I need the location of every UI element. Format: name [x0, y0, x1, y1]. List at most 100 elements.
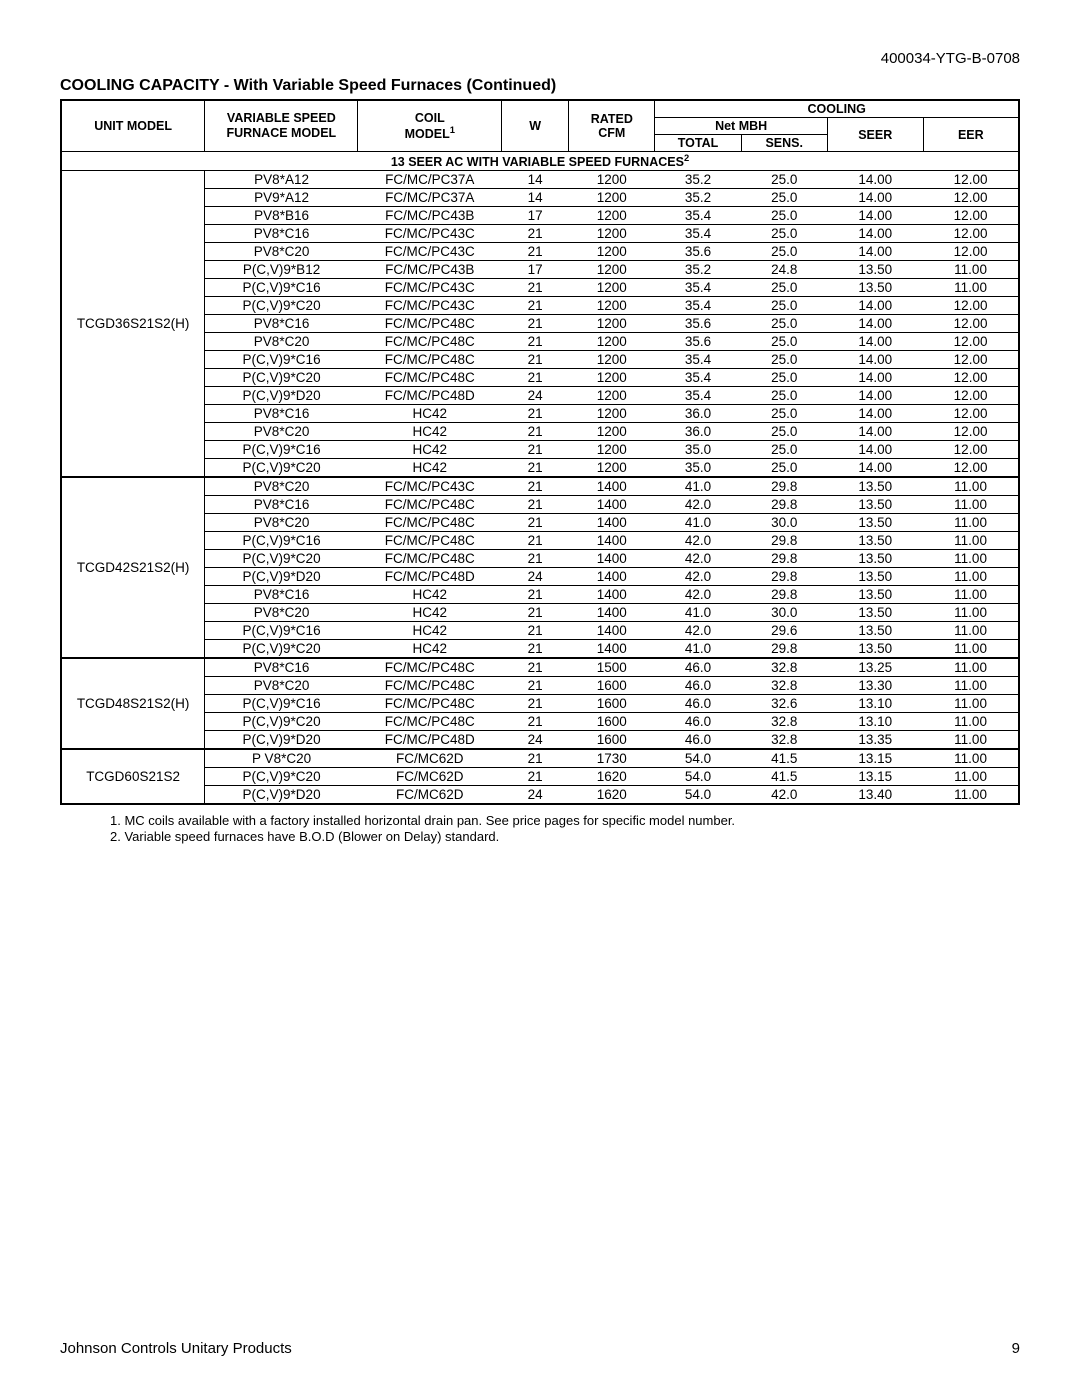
data-cell: 13.50 — [827, 477, 923, 496]
data-cell: 25.0 — [741, 387, 827, 405]
data-cell: 12.00 — [923, 225, 1019, 243]
data-cell: FC/MC/PC43C — [358, 225, 502, 243]
data-cell: PV8*B16 — [205, 207, 358, 225]
data-cell: 11.00 — [923, 677, 1019, 695]
unit-model-cell: TCGD36S21S2(H) — [61, 171, 205, 478]
data-cell: P(C,V)9*C20 — [205, 640, 358, 659]
th-w: W — [502, 100, 569, 152]
data-cell: 14.00 — [827, 441, 923, 459]
data-cell: 1200 — [569, 243, 655, 261]
data-cell: HC42 — [358, 441, 502, 459]
data-cell: 1400 — [569, 604, 655, 622]
page: 400034-YTG-B-0708 COOLING CAPACITY - Wit… — [0, 0, 1080, 1397]
data-cell: 11.00 — [923, 532, 1019, 550]
data-cell: P(C,V)9*C20 — [205, 713, 358, 731]
data-cell: 11.00 — [923, 496, 1019, 514]
data-cell: FC/MC/PC48C — [358, 658, 502, 677]
data-cell: 46.0 — [655, 713, 741, 731]
data-cell: 35.6 — [655, 333, 741, 351]
data-cell: 29.8 — [741, 640, 827, 659]
data-cell: 12.00 — [923, 387, 1019, 405]
data-cell: 41.0 — [655, 604, 741, 622]
data-cell: 21 — [502, 315, 569, 333]
data-cell: 21 — [502, 550, 569, 568]
data-cell: 14.00 — [827, 369, 923, 387]
data-cell: 11.00 — [923, 731, 1019, 750]
data-cell: 1200 — [569, 405, 655, 423]
data-cell: 1200 — [569, 369, 655, 387]
data-cell: 35.6 — [655, 315, 741, 333]
data-cell: 54.0 — [655, 786, 741, 805]
data-cell: FC/MC62D — [358, 786, 502, 805]
data-cell: 14.00 — [827, 333, 923, 351]
data-cell: P(C,V)9*D20 — [205, 568, 358, 586]
data-cell: 54.0 — [655, 749, 741, 768]
data-cell: 1400 — [569, 640, 655, 659]
data-cell: HC42 — [358, 640, 502, 659]
data-cell: 21 — [502, 586, 569, 604]
data-cell: 1200 — [569, 171, 655, 189]
data-cell: 1200 — [569, 387, 655, 405]
data-cell: 54.0 — [655, 768, 741, 786]
data-cell: 13.10 — [827, 713, 923, 731]
data-cell: 1730 — [569, 749, 655, 768]
data-cell: FC/MC/PC48C — [358, 514, 502, 532]
data-cell: 13.10 — [827, 695, 923, 713]
data-cell: 1200 — [569, 333, 655, 351]
th-sens: SENS. — [741, 135, 827, 152]
data-cell: 32.8 — [741, 731, 827, 750]
data-cell: 42.0 — [655, 550, 741, 568]
data-cell: 1400 — [569, 622, 655, 640]
data-cell: 11.00 — [923, 749, 1019, 768]
data-cell: 11.00 — [923, 640, 1019, 659]
data-cell: 21 — [502, 713, 569, 731]
data-cell: 42.0 — [655, 532, 741, 550]
data-cell: 11.00 — [923, 568, 1019, 586]
data-cell: 1200 — [569, 225, 655, 243]
data-cell: 13.30 — [827, 677, 923, 695]
data-cell: 25.0 — [741, 369, 827, 387]
footnote: 2. Variable speed furnaces have B.O.D (B… — [110, 829, 1020, 844]
data-cell: FC/MC/PC43C — [358, 279, 502, 297]
data-cell: 12.00 — [923, 405, 1019, 423]
data-cell: PV8*C16 — [205, 586, 358, 604]
data-cell: 13.50 — [827, 622, 923, 640]
data-cell: 1400 — [569, 477, 655, 496]
data-cell: 21 — [502, 243, 569, 261]
data-cell: 11.00 — [923, 604, 1019, 622]
data-cell: 11.00 — [923, 261, 1019, 279]
data-cell: 21 — [502, 749, 569, 768]
th-eer: EER — [923, 118, 1019, 152]
data-cell: 12.00 — [923, 459, 1019, 478]
data-cell: 13.50 — [827, 532, 923, 550]
unit-model-cell: TCGD42S21S2(H) — [61, 477, 205, 658]
data-cell: 21 — [502, 333, 569, 351]
data-cell: 1400 — [569, 496, 655, 514]
data-cell: 32.8 — [741, 677, 827, 695]
data-cell: 21 — [502, 622, 569, 640]
data-cell: P(C,V)9*C16 — [205, 279, 358, 297]
data-cell: HC42 — [358, 586, 502, 604]
unit-model-cell: TCGD60S21S2 — [61, 749, 205, 804]
section-title: COOLING CAPACITY - With Variable Speed F… — [60, 77, 1020, 95]
data-cell: FC/MC/PC48C — [358, 550, 502, 568]
data-cell: PV8*C16 — [205, 405, 358, 423]
data-cell: 36.0 — [655, 405, 741, 423]
data-cell: 35.6 — [655, 243, 741, 261]
data-cell: 14.00 — [827, 405, 923, 423]
data-cell: 1400 — [569, 586, 655, 604]
data-cell: 41.5 — [741, 749, 827, 768]
data-cell: P(C,V)9*C16 — [205, 695, 358, 713]
data-cell: 35.4 — [655, 279, 741, 297]
data-cell: 21 — [502, 279, 569, 297]
data-cell: FC/MC/PC48C — [358, 496, 502, 514]
page-footer: Johnson Controls Unitary Products 9 — [60, 1340, 1020, 1357]
data-cell: 11.00 — [923, 622, 1019, 640]
data-cell: 24 — [502, 568, 569, 586]
data-cell: PV8*C20 — [205, 604, 358, 622]
data-cell: 1200 — [569, 261, 655, 279]
data-cell: FC/MC62D — [358, 768, 502, 786]
data-cell: 24.8 — [741, 261, 827, 279]
data-cell: FC/MC/PC43C — [358, 297, 502, 315]
data-cell: 32.8 — [741, 713, 827, 731]
